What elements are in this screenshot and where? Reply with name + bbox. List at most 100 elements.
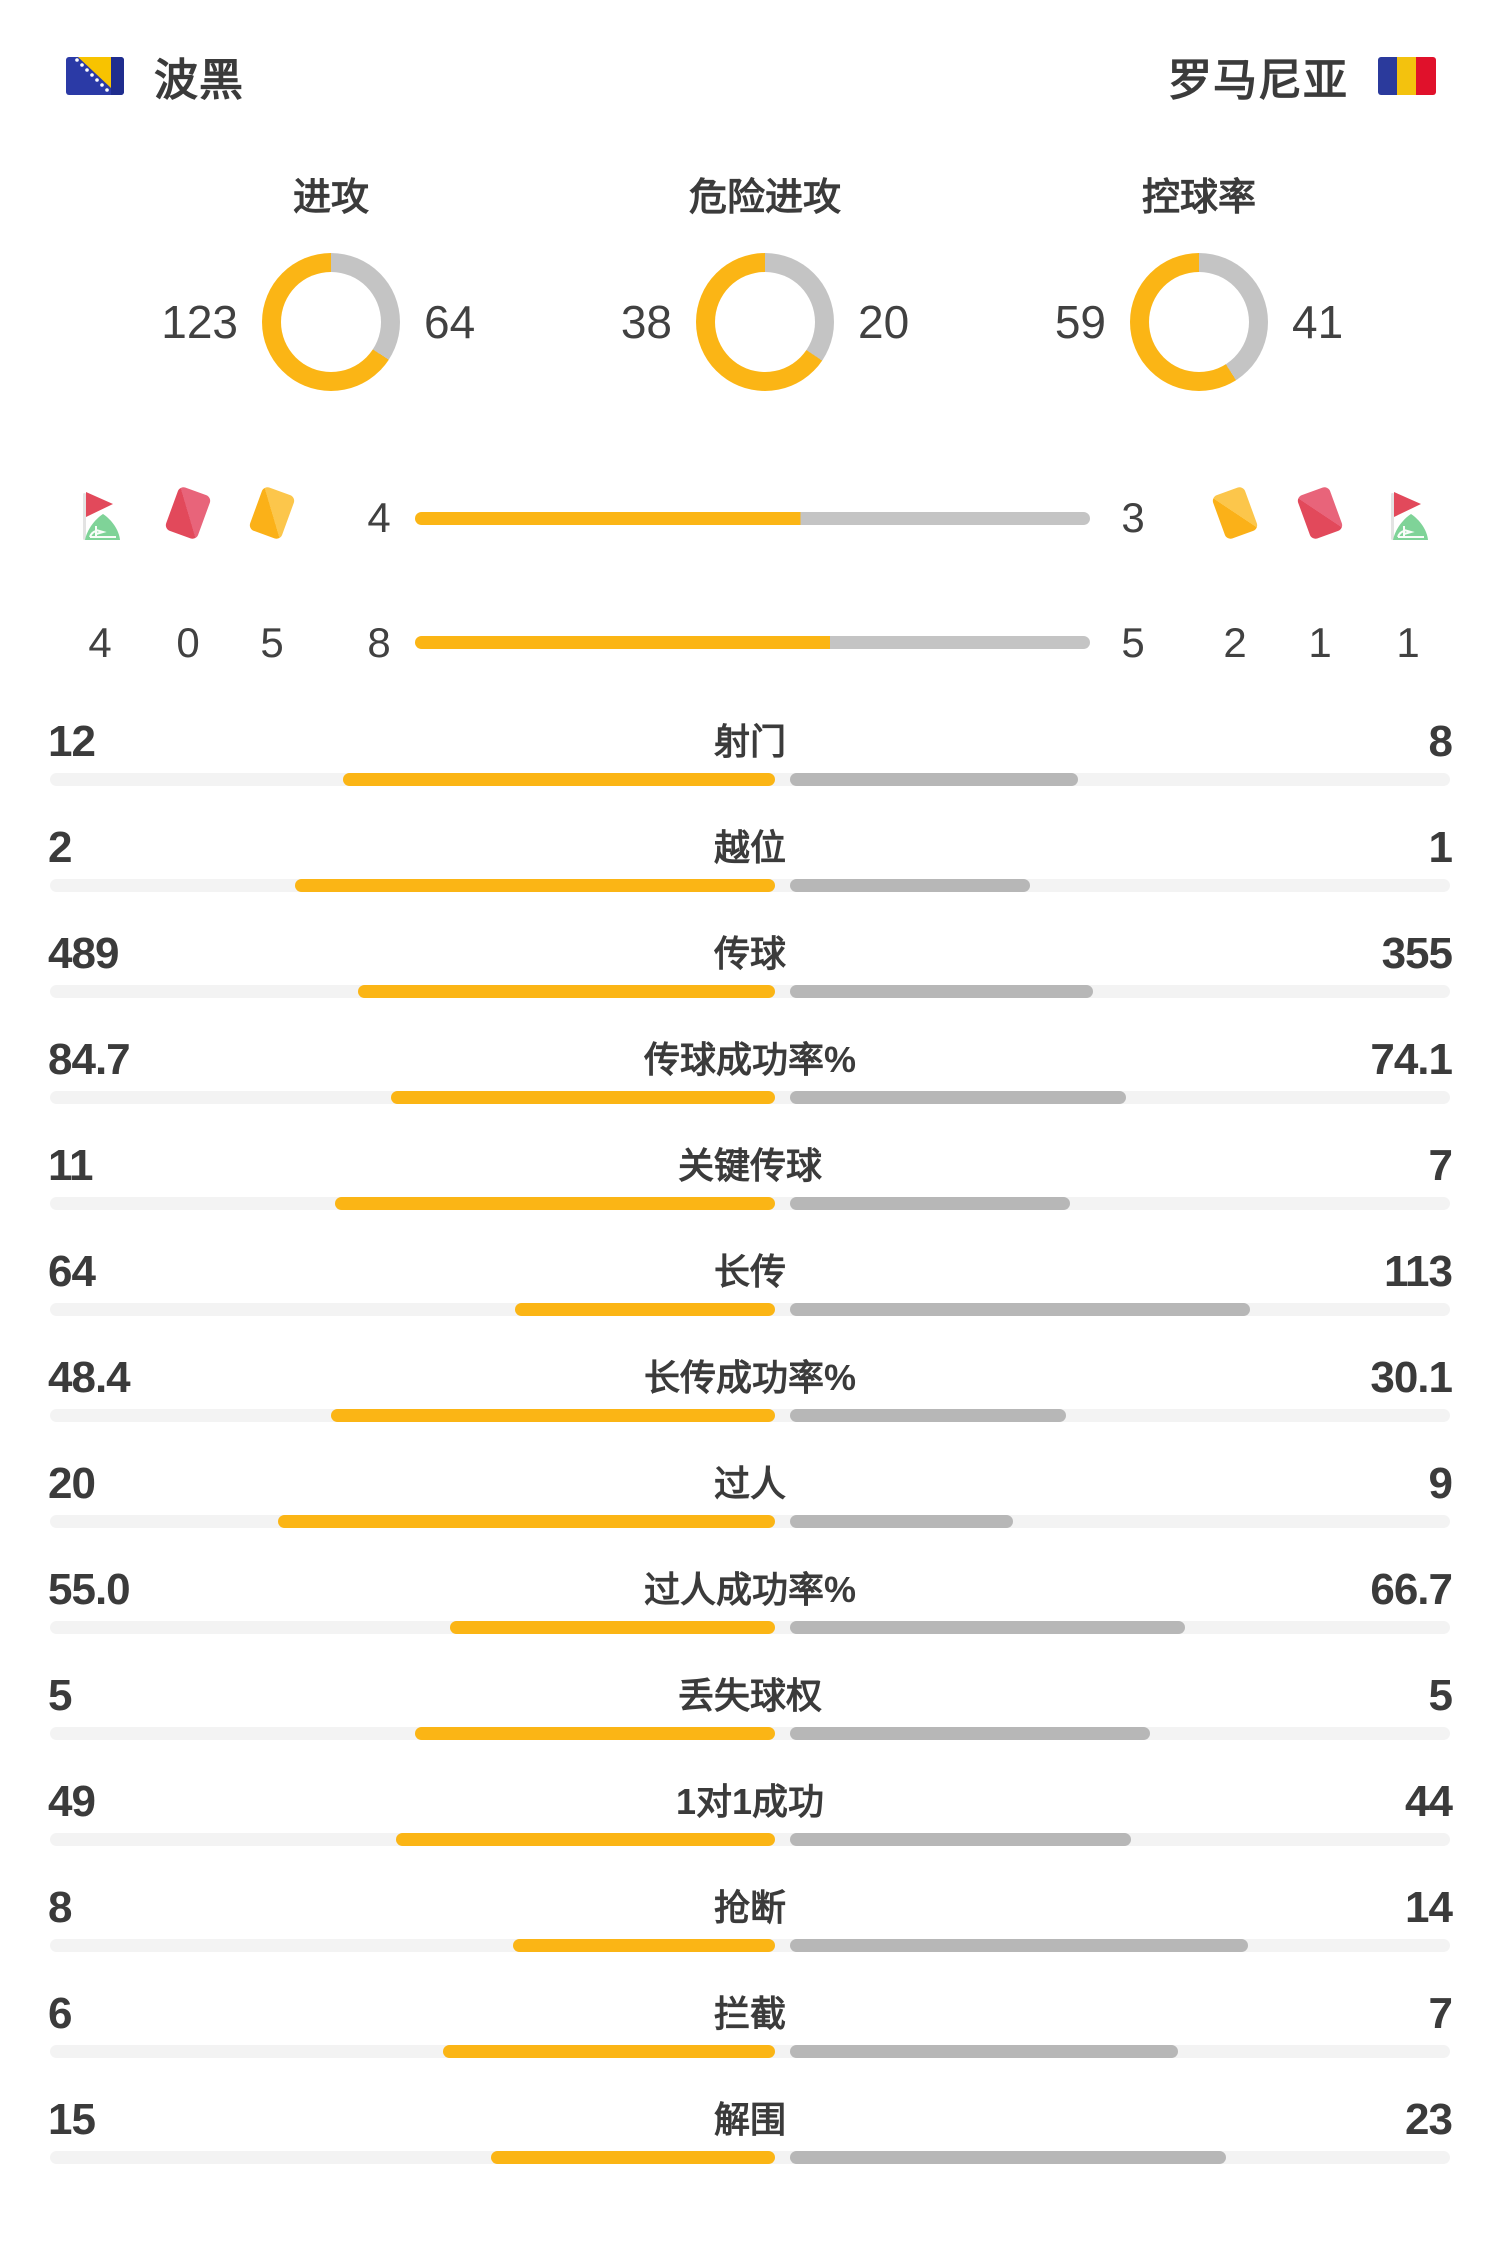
stat-label: 抢断 bbox=[713, 1887, 786, 1928]
stat-bar-away-fill bbox=[790, 1727, 1150, 1740]
stat-home-value: 15 bbox=[48, 2095, 96, 2144]
stat-away-value: 8 bbox=[1428, 717, 1454, 766]
overview-donut-charts: 进攻 123 64 危险进攻 38 20 控球率 59 41 bbox=[114, 176, 1416, 391]
stat-row: 12 射门 8 bbox=[0, 715, 1500, 821]
stat-bar-track bbox=[50, 1939, 1450, 1952]
donut-chart bbox=[262, 253, 400, 391]
shot-split-bar bbox=[415, 512, 1090, 525]
stat-bar-away-fill bbox=[790, 1833, 1131, 1846]
stat-away-value: 74.1 bbox=[1370, 1035, 1453, 1084]
donut-home-value: 59 bbox=[1054, 296, 1106, 348]
stat-label: 传球成功率% bbox=[643, 1039, 856, 1080]
stat-label: 越位 bbox=[713, 827, 786, 868]
stat-label: 1对1成功 bbox=[675, 1781, 825, 1822]
stat-away-value: 9 bbox=[1428, 1459, 1454, 1508]
romania-flag-icon bbox=[1378, 57, 1436, 95]
corner-flag-icon bbox=[72, 488, 128, 544]
stat-away-value: 66.7 bbox=[1370, 1565, 1453, 1614]
stat-bar-home-fill bbox=[450, 1621, 775, 1634]
stat-bar-home-fill bbox=[513, 1939, 775, 1952]
stat-label: 射门 bbox=[713, 721, 786, 762]
stat-label: 过人成功率% bbox=[643, 1569, 856, 1610]
shots-on-target-label bbox=[0, 440, 1500, 484]
stat-home-value: 8 bbox=[48, 1883, 73, 1932]
stat-row: 11 关键传球 7 bbox=[0, 1139, 1500, 1245]
donut-chart bbox=[696, 253, 834, 391]
stat-home-value: 489 bbox=[48, 929, 119, 978]
stat-bar-track bbox=[50, 1515, 1450, 1528]
stat-label: 过人 bbox=[713, 1463, 786, 1504]
match-stats-list: 12 射门 8 2 越位 1 489 传球 355 84.7 传球成功率% 74.1 11 关键传球 7 64… bbox=[0, 715, 1500, 2199]
stat-bar-away-fill bbox=[790, 2045, 1178, 2058]
stat-bar-home-fill bbox=[515, 1303, 775, 1316]
stat-label: 拦截 bbox=[713, 1993, 786, 2034]
donut-group-0: 进攻 123 64 bbox=[114, 176, 548, 391]
stat-home-value: 55.0 bbox=[48, 1565, 131, 1614]
stat-bar-away-fill bbox=[790, 1197, 1070, 1210]
stat-label: 丢失球权 bbox=[677, 1675, 822, 1716]
stat-away-value: 14 bbox=[1405, 1883, 1453, 1932]
home-team: 波黑 bbox=[66, 44, 244, 108]
stat-away-value: 7 bbox=[1428, 1141, 1454, 1190]
stat-bar-track bbox=[50, 2045, 1450, 2058]
yellow-card-icon bbox=[248, 485, 296, 541]
stat-bar-track bbox=[50, 1621, 1450, 1634]
stat-label: 传球 bbox=[713, 933, 786, 974]
stat-bar-home-fill bbox=[396, 1833, 775, 1846]
donut-home-value: 123 bbox=[161, 296, 238, 348]
stat-home-value: 48.4 bbox=[48, 1353, 131, 1402]
away-team-name: 罗马尼亚 bbox=[1168, 56, 1348, 105]
home-team-name: 波黑 bbox=[154, 56, 244, 105]
stat-bar-track bbox=[50, 2151, 1450, 2164]
stat-bar-away-fill bbox=[790, 1621, 1185, 1634]
stat-row: 15 解围 23 bbox=[0, 2093, 1500, 2199]
stat-row: 64 长传 113 bbox=[0, 1245, 1500, 1351]
stat-row: 5 丢失球权 5 bbox=[0, 1669, 1500, 1775]
stat-row: 6 拦截 7 bbox=[0, 1987, 1500, 2093]
stat-bar-away-fill bbox=[790, 2151, 1226, 2164]
shot-bar-home-value: 4 bbox=[367, 494, 391, 541]
stat-bar-track bbox=[50, 985, 1450, 998]
stat-bar-home-fill bbox=[443, 2045, 775, 2058]
stat-bar-home-fill bbox=[358, 985, 775, 998]
stat-bar-track bbox=[50, 879, 1450, 892]
stat-bar-home-fill bbox=[335, 1197, 775, 1210]
stat-bar-track bbox=[50, 1197, 1450, 1210]
stat-away-value: 113 bbox=[1384, 1247, 1453, 1296]
stat-row: 20 过人 9 bbox=[0, 1457, 1500, 1563]
donut-group-1: 危险进攻 38 20 bbox=[548, 176, 982, 391]
away-yellow-card-count: 2 bbox=[1223, 619, 1247, 666]
stat-row: 48.4 长传成功率% 30.1 bbox=[0, 1351, 1500, 1457]
stat-row: 489 传球 355 bbox=[0, 927, 1500, 1033]
shot-bar-away-value: 3 bbox=[1121, 494, 1145, 541]
stat-home-value: 64 bbox=[48, 1247, 96, 1296]
stat-home-value: 11 bbox=[48, 1141, 94, 1190]
stat-bar-away-fill bbox=[790, 985, 1093, 998]
stat-home-value: 84.7 bbox=[48, 1035, 131, 1084]
stat-bar-home-fill bbox=[331, 1409, 775, 1422]
stat-bar-home-fill bbox=[491, 2151, 775, 2164]
stat-bar-track bbox=[50, 1409, 1450, 1422]
stat-away-value: 5 bbox=[1428, 1671, 1454, 1720]
stat-bar-home-fill bbox=[278, 1515, 775, 1528]
stat-row: 2 越位 1 bbox=[0, 821, 1500, 927]
stat-away-value: 30.1 bbox=[1370, 1353, 1453, 1402]
teams-header: 波黑 罗马尼亚 bbox=[66, 44, 1436, 108]
stat-bar-home-fill bbox=[295, 879, 775, 892]
shot-bar-home-value: 8 bbox=[367, 619, 391, 666]
stat-label: 长传成功率% bbox=[643, 1357, 856, 1398]
away-corner-flag-count: 1 bbox=[1396, 619, 1420, 666]
stat-away-value: 1 bbox=[1428, 823, 1454, 872]
donut-title: 危险进攻 bbox=[688, 177, 841, 219]
stat-away-value: 23 bbox=[1405, 2095, 1453, 2144]
donut-away-value: 20 bbox=[858, 296, 910, 348]
stat-away-value: 7 bbox=[1428, 1989, 1454, 2038]
stat-row: 8 抢断 14 bbox=[0, 1881, 1500, 1987]
donut-title: 进攻 bbox=[292, 177, 369, 219]
stat-bar-away-fill bbox=[790, 1303, 1250, 1316]
stat-bar-home-fill bbox=[415, 1727, 775, 1740]
donut-away-value: 41 bbox=[1292, 296, 1344, 348]
stat-bar-away-fill bbox=[790, 1515, 1013, 1528]
stat-bar-track bbox=[50, 1727, 1450, 1740]
stat-home-value: 49 bbox=[48, 1777, 96, 1826]
